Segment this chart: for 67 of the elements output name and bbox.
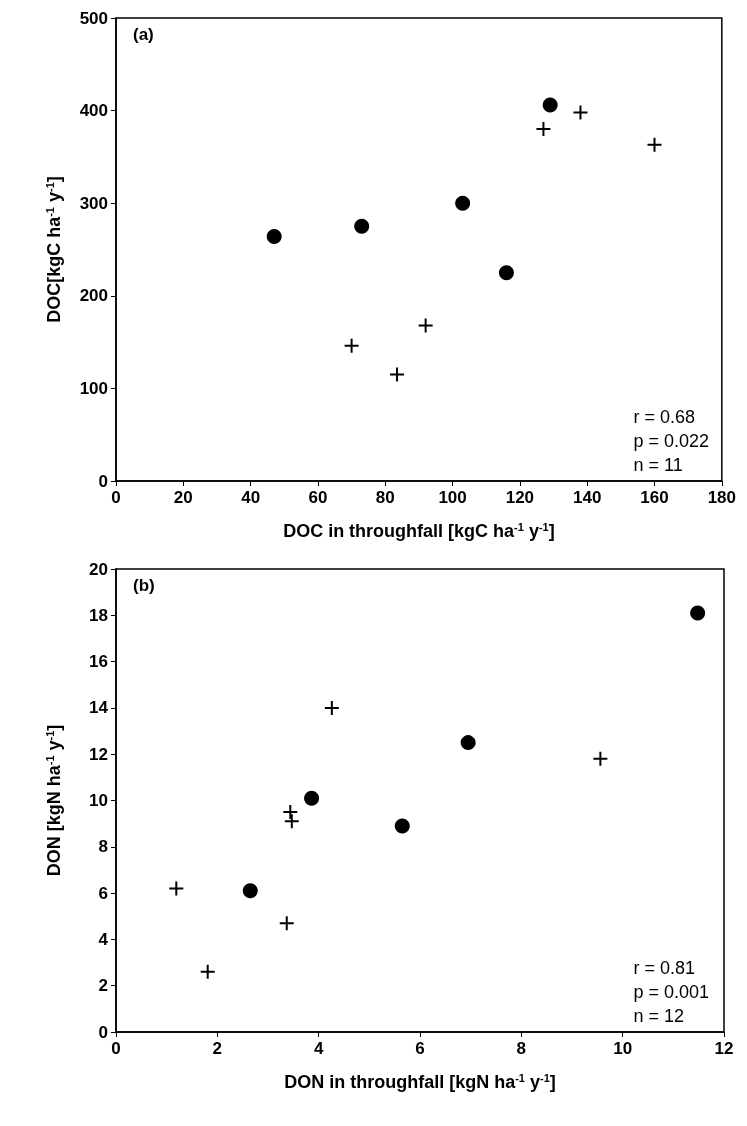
point [279,916,294,931]
x-tick-label: 120 [505,488,535,507]
y-tick-label: 18 [89,605,108,625]
point [266,229,282,245]
y-tick-label: 0 [98,1022,108,1042]
x-tick-label: 80 [375,488,395,507]
y-tick-label: 14 [89,698,109,718]
point [460,735,476,751]
x-tick-label: 10 [613,1039,633,1058]
point [536,122,551,137]
y-tick-label: 500 [79,8,108,28]
x-tick-label: 140 [573,488,602,507]
x-tick-label: 6 [415,1039,425,1058]
point [304,790,320,806]
y-axis-title: DOC[kgC ha-1 y-1] [43,176,64,323]
y-tick-label: 8 [98,837,108,857]
y-tick-label: 10 [89,791,108,810]
point [498,265,514,281]
y-tick-label: 20 [89,559,108,579]
y-tick-label: 100 [79,378,108,398]
y-tick-label: 4 [98,929,109,949]
x-tick-label: 0 [111,488,121,507]
x-tick-label: 4 [313,1039,324,1058]
point [242,883,258,899]
point [542,97,558,113]
x-tick-label: 180 [707,488,737,507]
y-tick-label: 300 [79,193,108,213]
point [690,605,706,621]
y-tick-label: 2 [98,976,108,996]
x-tick-label: 40 [241,488,261,507]
y-axis-title: DON [kgN ha-1 y-1] [43,724,64,877]
annotation: (b) [133,576,155,595]
point [418,318,433,333]
y-tick-label: 400 [79,101,108,121]
point [169,881,184,896]
point [284,814,299,829]
annotation: r = 0.68 [633,407,695,427]
point [573,105,588,120]
x-tick-label: 160 [640,488,669,507]
annotation: p = 0.001 [633,982,710,1002]
x-tick-label: 12 [714,1039,734,1058]
point [283,805,298,820]
x-tick-label: 100 [438,488,467,507]
point [455,195,471,211]
x-tick-label: 8 [516,1039,527,1058]
y-tick-label: 0 [98,471,108,491]
point [390,367,405,382]
y-tick-label: 16 [89,652,108,672]
y-tick-label: 200 [79,286,108,306]
annotation: p = 0.022 [633,431,710,451]
point [200,964,215,979]
point [647,137,662,152]
point [354,218,370,234]
point [344,338,359,353]
x-tick-label: 0 [111,1039,121,1058]
annotation: r = 0.81 [633,958,695,978]
point [324,700,339,715]
x-tick-label: 20 [173,488,193,507]
annotation: (a) [133,25,154,44]
x-tick-label: 60 [308,488,328,507]
annotation: n = 11 [633,455,683,475]
y-tick-label: 6 [98,883,108,903]
point [593,751,608,766]
x-tick-label: 2 [212,1039,223,1058]
y-tick-label: 12 [89,744,108,764]
annotation: n = 12 [633,1006,684,1026]
point [394,818,410,834]
